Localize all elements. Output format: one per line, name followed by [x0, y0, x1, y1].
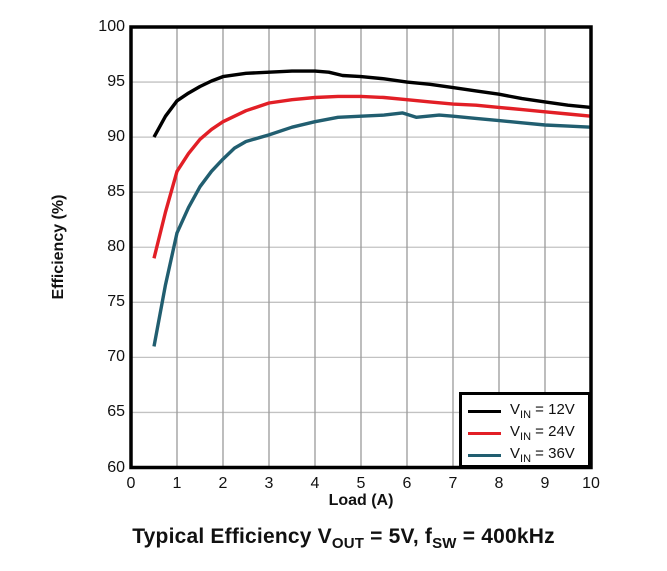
series-line-vin-36v — [152, 111, 592, 347]
legend-label-text: = 36V — [531, 445, 575, 462]
series-line-vin-12v — [152, 69, 592, 138]
legend-item-vin-36v: VIN = 36V — [468, 444, 588, 466]
x-axis-title: Load (A) — [328, 492, 394, 509]
legend-label-text: = 12V — [531, 401, 575, 418]
plot-frame — [129, 25, 593, 470]
legend-label-sub: IN — [520, 431, 532, 443]
legend-label-text: V — [510, 423, 521, 440]
legend-line-vin-36v — [468, 453, 501, 457]
x-tick-label: 1 — [172, 475, 182, 492]
legend-label-sub: IN — [520, 409, 532, 421]
y-tick-label: 60 — [107, 458, 125, 476]
legend-label-text: = 24V — [531, 423, 575, 440]
y-tick-label: 80 — [107, 238, 125, 256]
x-tick-label: 8 — [494, 475, 504, 492]
y-tick-label: 70 — [107, 348, 125, 366]
legend-item-vin-12v: VIN = 12V — [468, 400, 588, 422]
chart-title-sub-out: OUT — [331, 535, 365, 553]
legend-label-vin-12v: VIN = 12V — [510, 401, 575, 421]
x-tick-label: 9 — [540, 475, 550, 492]
legend-item-vin-24v: VIN = 24V — [468, 422, 588, 444]
y-tick-label: 85 — [107, 183, 125, 201]
legend-label-text: V — [510, 445, 521, 462]
y-tick-label: 90 — [107, 128, 125, 146]
y-tick-label: 75 — [107, 293, 125, 311]
legend-label-vin-36v: VIN = 36V — [510, 445, 575, 465]
chart-title-sub-sw: SW — [432, 535, 457, 553]
x-tick-label: 5 — [356, 475, 366, 492]
x-tick-label: 6 — [402, 475, 412, 492]
x-tick-label: 2 — [218, 475, 228, 492]
y-tick-label: 95 — [107, 73, 125, 91]
legend: VIN = 12V VIN = 24V VIN = 36V — [459, 392, 591, 468]
y-tick-label: 65 — [107, 403, 125, 421]
y-tick-label: 100 — [98, 18, 125, 35]
x-tick-label: 10 — [582, 475, 600, 492]
x-tick-label: 7 — [448, 475, 458, 492]
chart-title-text: = 400kHz — [456, 525, 555, 548]
series-line-vin-24v — [152, 94, 592, 259]
legend-line-vin-12v — [468, 409, 501, 413]
chart-title: Typical Efficiency VOUT = 5V, fSW = 400k… — [10, 525, 667, 552]
x-tick-label: 4 — [310, 475, 320, 492]
y-axis-title: Efficiency (%) — [50, 194, 67, 300]
legend-line-vin-24v — [468, 431, 501, 435]
x-tick-label: 3 — [264, 475, 274, 492]
legend-label-vin-24v: VIN = 24V — [510, 423, 575, 443]
legend-label-sub: IN — [520, 453, 532, 465]
chart-title-text: = 5V, f — [364, 525, 433, 548]
chart-title-text: Typical Efficiency V — [132, 525, 332, 548]
legend-label-text: V — [510, 401, 521, 418]
x-tick-label: 0 — [126, 475, 136, 492]
